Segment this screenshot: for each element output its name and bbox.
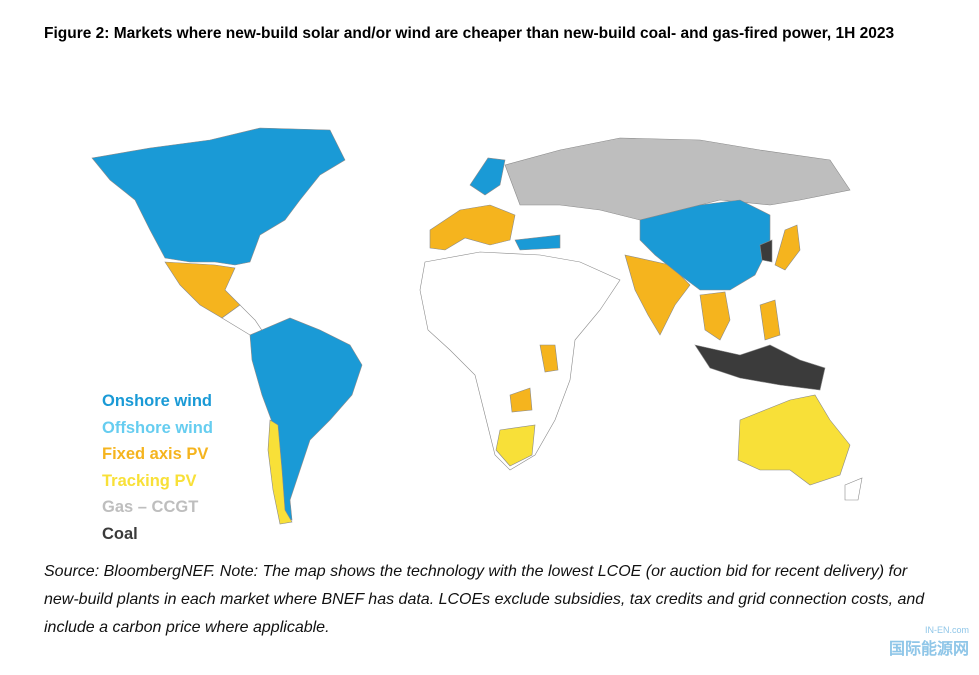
region bbox=[844, 477, 863, 501]
region bbox=[429, 204, 516, 251]
figure-title: Figure 2: Markets where new-build solar … bbox=[44, 25, 895, 42]
legend-entry: Coal bbox=[102, 524, 138, 543]
legend-entry: Fixed axis PV bbox=[102, 445, 209, 463]
region bbox=[469, 157, 506, 196]
region bbox=[91, 127, 346, 266]
region bbox=[509, 387, 533, 413]
watermark-site: IN-EN.com bbox=[924, 625, 969, 635]
legend-entry: Tracking PV bbox=[102, 471, 197, 490]
region bbox=[737, 394, 851, 486]
legend: Onshore wind Offshore wind Fixed axis PV… bbox=[102, 388, 213, 547]
region bbox=[699, 291, 731, 341]
region bbox=[164, 261, 241, 319]
legend-entry: Offshore wind bbox=[102, 418, 213, 437]
region bbox=[759, 239, 773, 263]
region bbox=[221, 304, 266, 336]
region bbox=[639, 199, 771, 291]
region bbox=[267, 419, 293, 525]
region bbox=[774, 224, 801, 271]
source-note: Source: BloombergNEF. Note: The map show… bbox=[44, 563, 925, 636]
region bbox=[514, 234, 561, 251]
watermark: IN-EN.com 国际能源网 bbox=[889, 625, 969, 659]
region bbox=[249, 317, 363, 521]
region bbox=[419, 251, 621, 471]
region bbox=[759, 299, 781, 341]
region bbox=[694, 344, 826, 391]
legend-entry: Onshore wind bbox=[102, 392, 213, 410]
watermark-name: 国际能源网 bbox=[888, 641, 969, 658]
region bbox=[504, 137, 851, 221]
legend-entry: Gas – CCGT bbox=[102, 498, 199, 516]
region bbox=[495, 424, 536, 467]
region bbox=[539, 344, 559, 373]
